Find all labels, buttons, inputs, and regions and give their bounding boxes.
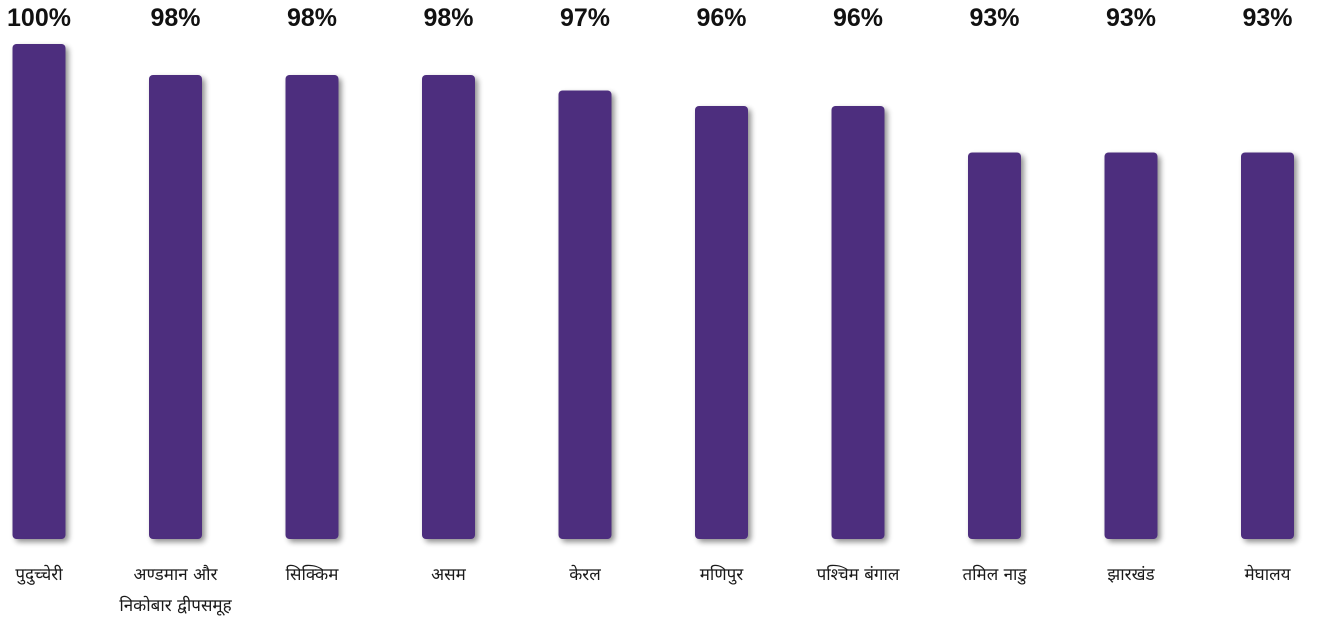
data-label: 93% (1242, 4, 1292, 32)
data-label: 98% (423, 4, 473, 32)
value-labels-layer: 100% 98% 98% 98% 97% 96% 96% 93% 93% 93% (7, 4, 1293, 32)
bars-layer (12, 44, 1294, 539)
bar (831, 106, 885, 539)
category-label: तमिल नाडु (962, 564, 1027, 585)
bar (695, 106, 748, 539)
category-label: केरल (569, 564, 601, 585)
bar (558, 90, 612, 539)
data-label: 97% (560, 4, 610, 32)
data-label: 96% (833, 4, 883, 32)
bar (1104, 152, 1158, 539)
data-label: 93% (969, 4, 1019, 32)
data-label: 98% (150, 4, 200, 32)
bar (968, 152, 1021, 539)
category-label: मेघालय (1244, 564, 1291, 585)
bar (12, 44, 66, 539)
data-label: 96% (696, 4, 746, 32)
data-label: 98% (287, 4, 337, 32)
data-label: 93% (1106, 4, 1156, 32)
category-labels-layer: पुदुच्चेरी अण्डमान और निकोबार द्वीपसमूह सिक… (15, 564, 1291, 616)
category-label: झारखंड (1107, 565, 1155, 585)
bar (1241, 152, 1294, 539)
category-label: असम (431, 565, 466, 585)
data-label: 100% (7, 4, 71, 32)
category-label: सिक्किम (286, 564, 340, 585)
bar (422, 75, 475, 539)
category-label: पश्चिम बंगाल (817, 564, 900, 585)
category-label: मणिपुर (700, 564, 745, 585)
category-label: पुदुच्चेरी (15, 564, 63, 585)
bar (149, 75, 202, 539)
category-label: निकोबार द्वीपसमूह (119, 595, 232, 616)
category-label: अण्डमान और (134, 564, 219, 585)
bar (285, 75, 339, 539)
